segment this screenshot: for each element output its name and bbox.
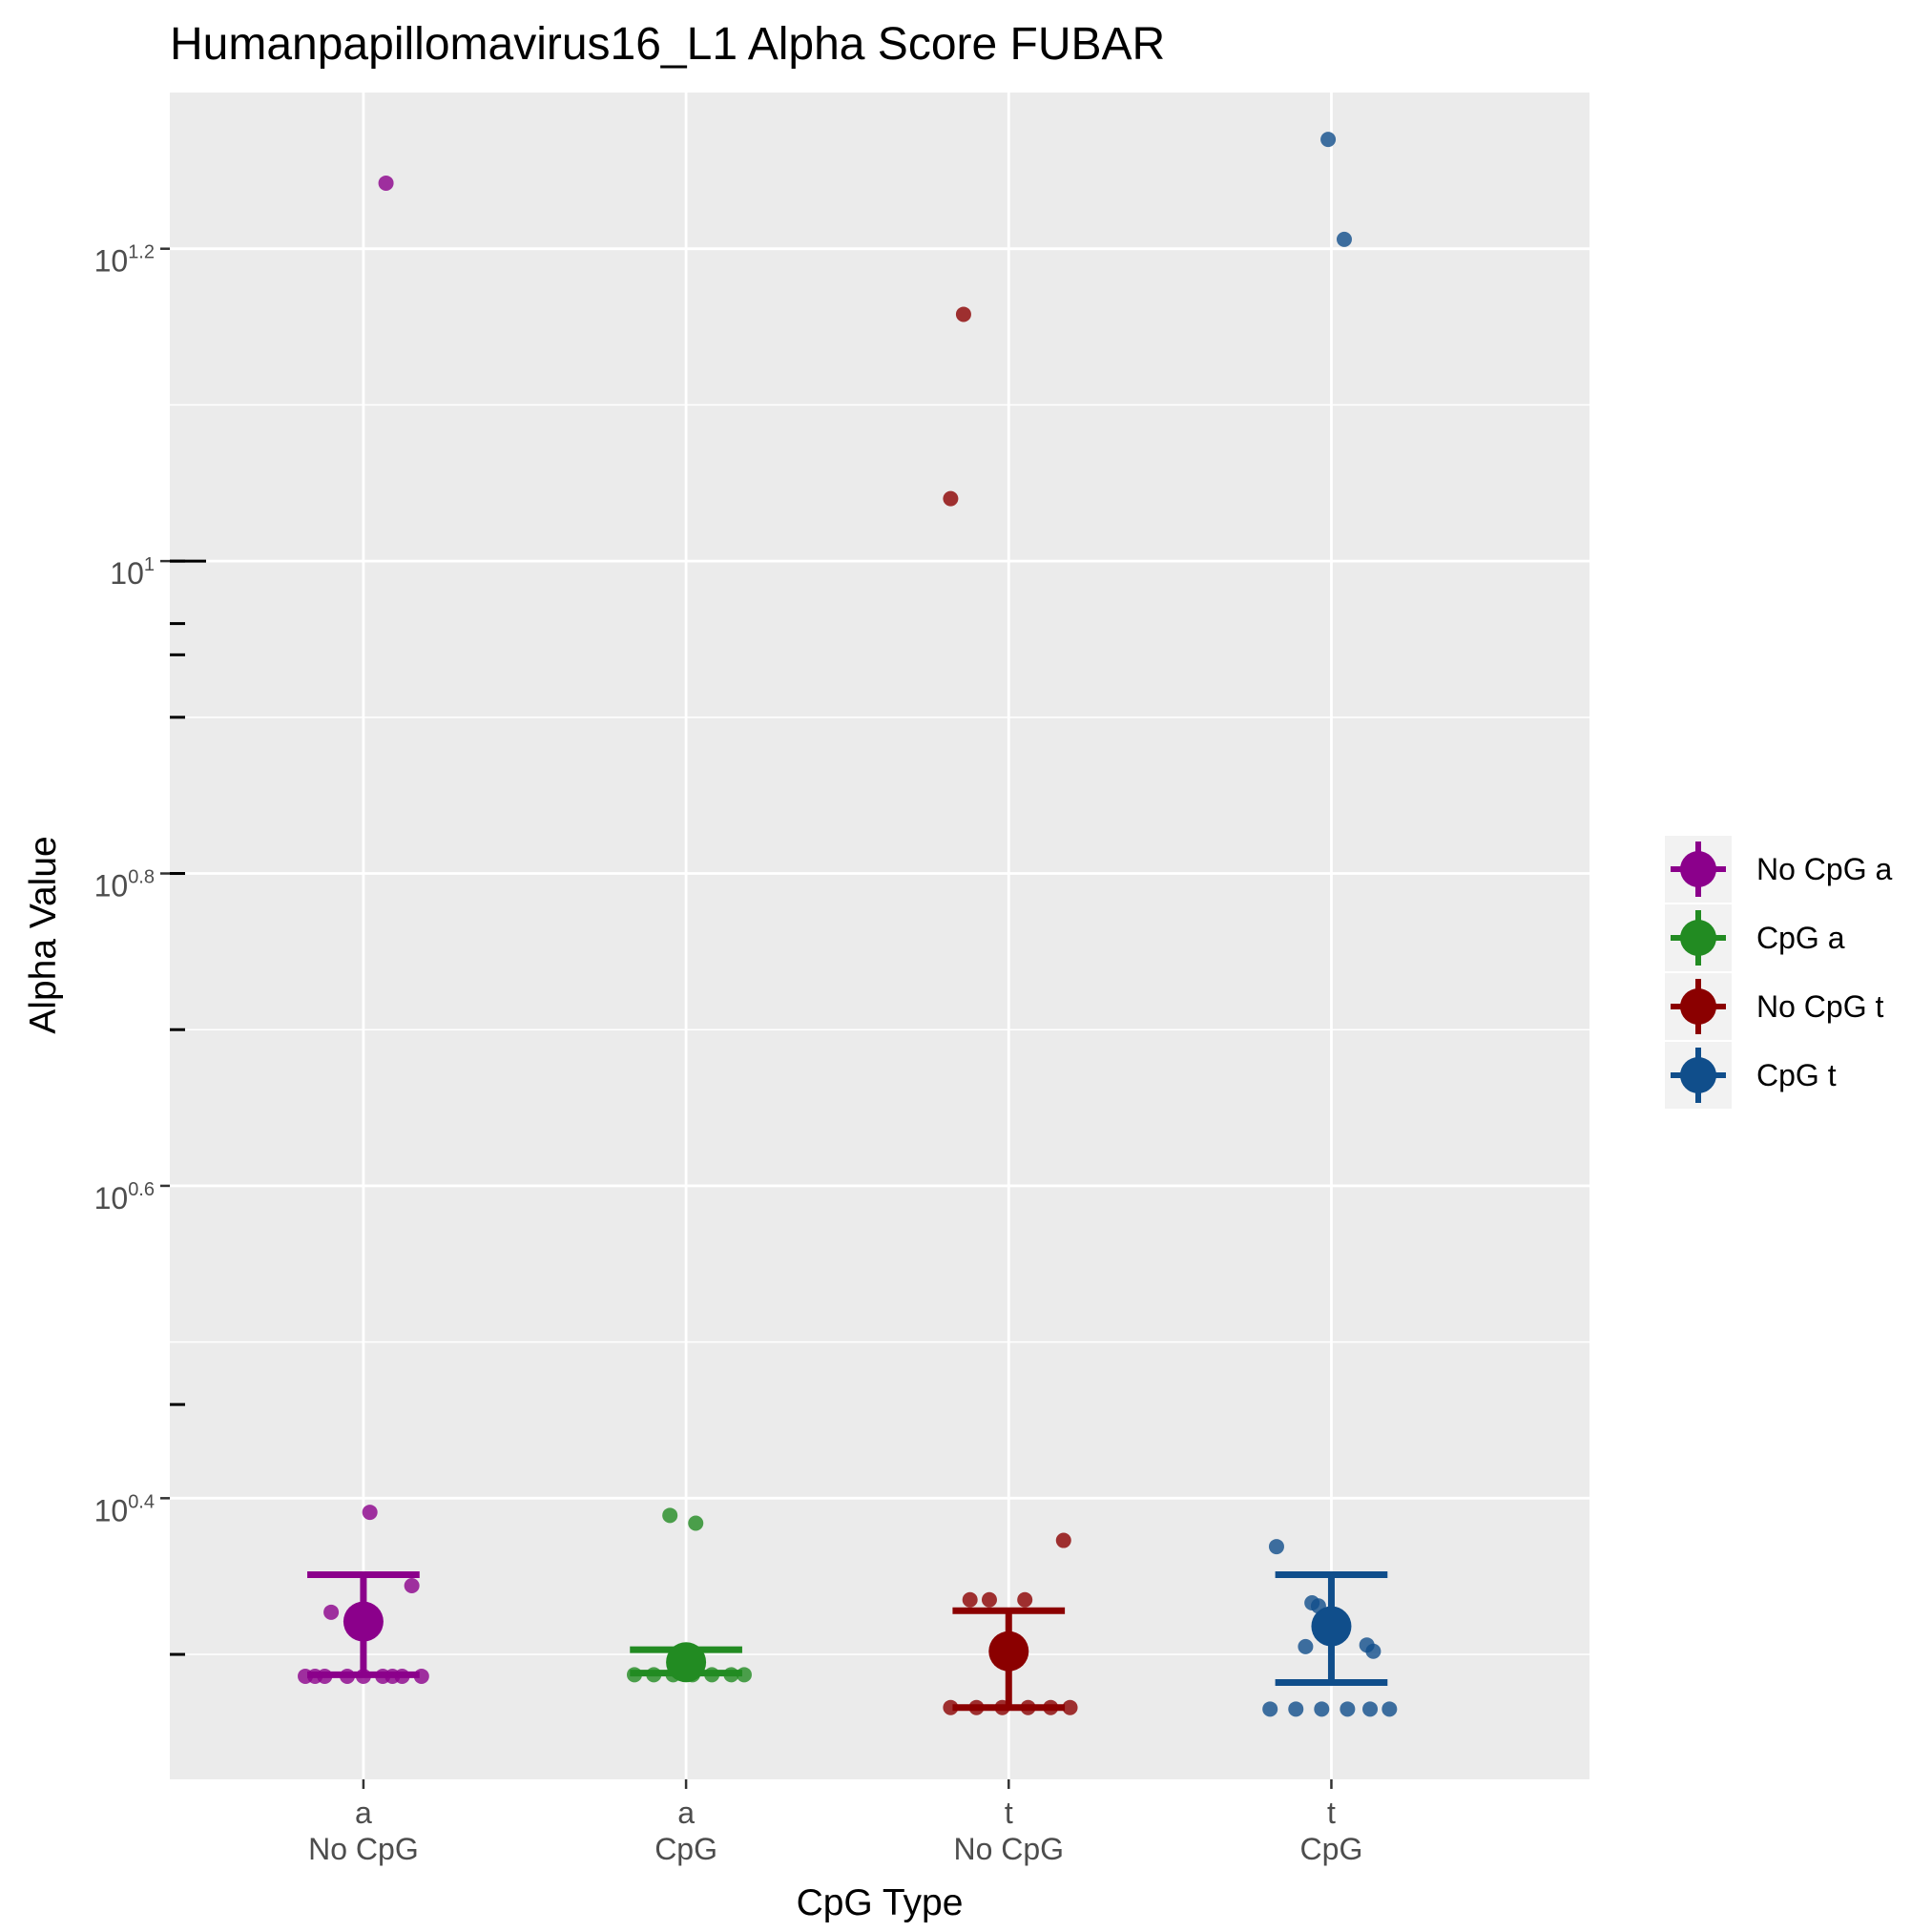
series-group [943, 306, 1078, 1715]
data-point [662, 1507, 678, 1524]
data-point [1365, 1643, 1381, 1659]
series-group [1262, 132, 1398, 1717]
y-tick-label: 100.6 [94, 1179, 155, 1215]
data-point [323, 1604, 340, 1620]
data-point [1336, 231, 1352, 247]
data-point [362, 1505, 378, 1521]
data-point [962, 1591, 978, 1608]
data-point [1055, 1532, 1071, 1548]
x-axis-title: CpG Type [797, 1882, 964, 1923]
data-point [981, 1591, 997, 1608]
x-tick-sublabel: CpG [1300, 1832, 1363, 1866]
legend-label: No CpG t [1756, 989, 1883, 1024]
data-point [1362, 1701, 1379, 1717]
data-point [1320, 132, 1337, 148]
data-point [1381, 1701, 1398, 1717]
chart-title: Humanpapillomavirus16_L1 Alpha Score FUB… [170, 19, 1165, 70]
data-point [1298, 1638, 1314, 1654]
series-group [298, 175, 429, 1684]
data-point [378, 175, 394, 191]
plot-panel [170, 93, 1589, 1779]
data-point [943, 490, 959, 507]
x-tick-label: a [355, 1796, 372, 1830]
data-point [943, 1699, 959, 1715]
y-tick-label: 100.8 [94, 867, 155, 904]
legend-label: CpG t [1756, 1058, 1837, 1092]
legend-key-point [1680, 1057, 1716, 1093]
legend: No CpG a CpG a No CpG t CpG t [1665, 836, 1892, 1109]
y-tick-label: 100.4 [94, 1491, 155, 1527]
data-point [1017, 1591, 1033, 1608]
x-tick-sublabel: No CpG [308, 1832, 419, 1866]
mean-point [988, 1631, 1029, 1672]
data-point [1314, 1701, 1330, 1717]
legend-label: CpG a [1756, 921, 1845, 955]
legend-key-point [1680, 920, 1716, 956]
mean-point [666, 1642, 707, 1683]
x-tick-label: a [677, 1796, 695, 1830]
legend-key-point [1680, 988, 1716, 1025]
series-group [626, 1507, 752, 1683]
data-point [1062, 1699, 1078, 1715]
data-point [404, 1578, 420, 1594]
mean-point [1311, 1606, 1352, 1647]
y-tick-label: 101 [110, 554, 155, 591]
legend-label: No CpG a [1756, 852, 1892, 886]
y-axis-title: Alpha Value [23, 836, 64, 1033]
x-tick-sublabel: CpG [654, 1832, 717, 1866]
data-layer [298, 132, 1398, 1717]
data-point [1340, 1701, 1356, 1717]
gridlines [170, 93, 1589, 1779]
data-point [688, 1515, 704, 1531]
x-tick-label: t [1327, 1796, 1336, 1830]
data-point [1262, 1701, 1278, 1717]
data-point [1268, 1539, 1284, 1555]
x-tick-label: t [1005, 1796, 1013, 1830]
x-tick-sublabel: No CpG [953, 1832, 1064, 1866]
data-point [955, 306, 971, 322]
data-point [1288, 1701, 1304, 1717]
y-tick-label: 101.2 [94, 242, 155, 279]
mean-point [343, 1601, 384, 1642]
legend-key-point [1680, 851, 1716, 887]
